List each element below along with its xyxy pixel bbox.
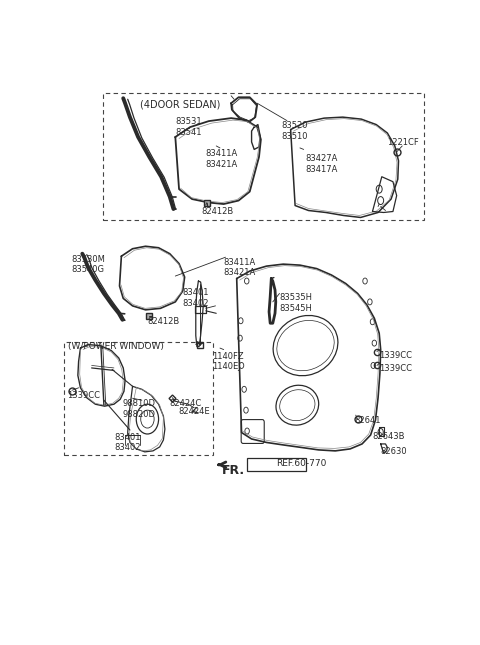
- Text: 1339CC: 1339CC: [379, 351, 412, 359]
- Bar: [64, 342, 213, 455]
- Text: 83401
83402: 83401 83402: [114, 433, 141, 452]
- Text: 82412B: 82412B: [202, 206, 234, 215]
- Text: 82641: 82641: [354, 416, 380, 425]
- Text: 1221CF: 1221CF: [387, 138, 419, 147]
- Text: 83531
83541: 83531 83541: [175, 117, 202, 137]
- Bar: [103, 94, 424, 221]
- Text: 83530M
83540G: 83530M 83540G: [71, 255, 105, 274]
- Text: (W/POWER WINDOW): (W/POWER WINDOW): [68, 342, 164, 351]
- Text: 82424C: 82424C: [170, 399, 202, 408]
- Text: 83411A
83421A: 83411A 83421A: [224, 258, 256, 277]
- FancyBboxPatch shape: [247, 458, 306, 471]
- Text: 82412B: 82412B: [147, 317, 180, 326]
- Text: 1140FZ
1140EJ: 1140FZ 1140EJ: [212, 352, 243, 371]
- Text: (4DOOR SEDAN): (4DOOR SEDAN): [140, 99, 220, 109]
- Text: REF.60-770: REF.60-770: [276, 459, 327, 468]
- Text: 82630: 82630: [381, 447, 408, 456]
- Text: 82643B: 82643B: [372, 432, 405, 441]
- Text: 83535H
83545H: 83535H 83545H: [279, 293, 312, 313]
- Text: 1339CC: 1339CC: [379, 364, 412, 373]
- Text: 83401
83402: 83401 83402: [183, 288, 209, 308]
- Text: 1339CC: 1339CC: [67, 392, 100, 401]
- Text: 83411A
83421A: 83411A 83421A: [205, 150, 237, 169]
- Text: FR.: FR.: [222, 464, 245, 477]
- Text: 83427A
83417A: 83427A 83417A: [305, 154, 338, 174]
- Text: 98810D
98820D: 98810D 98820D: [122, 399, 156, 419]
- Text: 82424E: 82424E: [178, 407, 210, 416]
- Text: 83520
83510: 83520 83510: [281, 121, 308, 141]
